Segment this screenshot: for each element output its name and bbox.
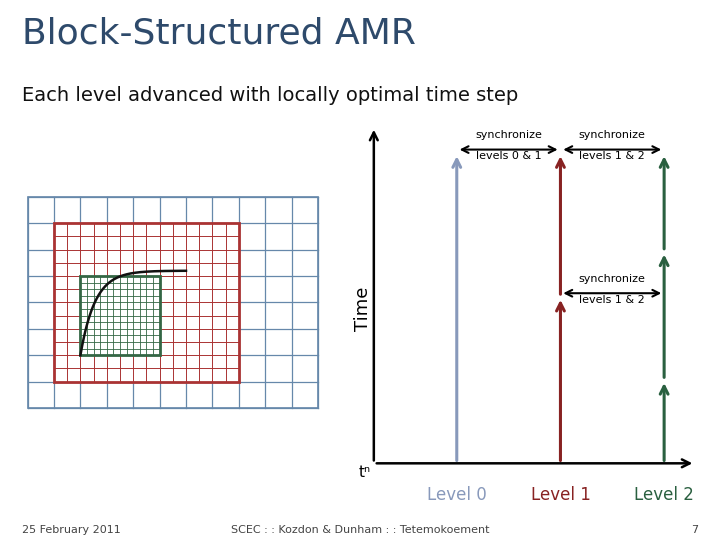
Text: 7: 7 <box>691 524 698 535</box>
Text: tⁿ: tⁿ <box>359 465 370 480</box>
Text: Level 1: Level 1 <box>531 486 590 504</box>
Text: Level 0: Level 0 <box>427 486 487 504</box>
Text: synchronize: synchronize <box>579 130 646 140</box>
Text: Each level advanced with locally optimal time step: Each level advanced with locally optimal… <box>22 86 518 105</box>
Text: synchronize: synchronize <box>475 130 542 140</box>
Bar <box>27 197 318 408</box>
Text: levels 1 & 2: levels 1 & 2 <box>580 295 645 305</box>
Text: Level 2: Level 2 <box>634 486 694 504</box>
Text: levels 0 & 1: levels 0 & 1 <box>476 151 541 161</box>
Bar <box>81 276 160 355</box>
Text: Time: Time <box>354 286 372 330</box>
Text: levels 1 & 2: levels 1 & 2 <box>580 151 645 161</box>
Text: Block-Structured AMR: Block-Structured AMR <box>22 16 415 50</box>
Text: 25 February 2011: 25 February 2011 <box>22 524 120 535</box>
Bar <box>54 223 239 382</box>
Text: SCEC : : Kozdon & Dunham : : Tetemokoement: SCEC : : Kozdon & Dunham : : Tetemokoeme… <box>230 524 490 535</box>
Text: synchronize: synchronize <box>579 274 646 284</box>
